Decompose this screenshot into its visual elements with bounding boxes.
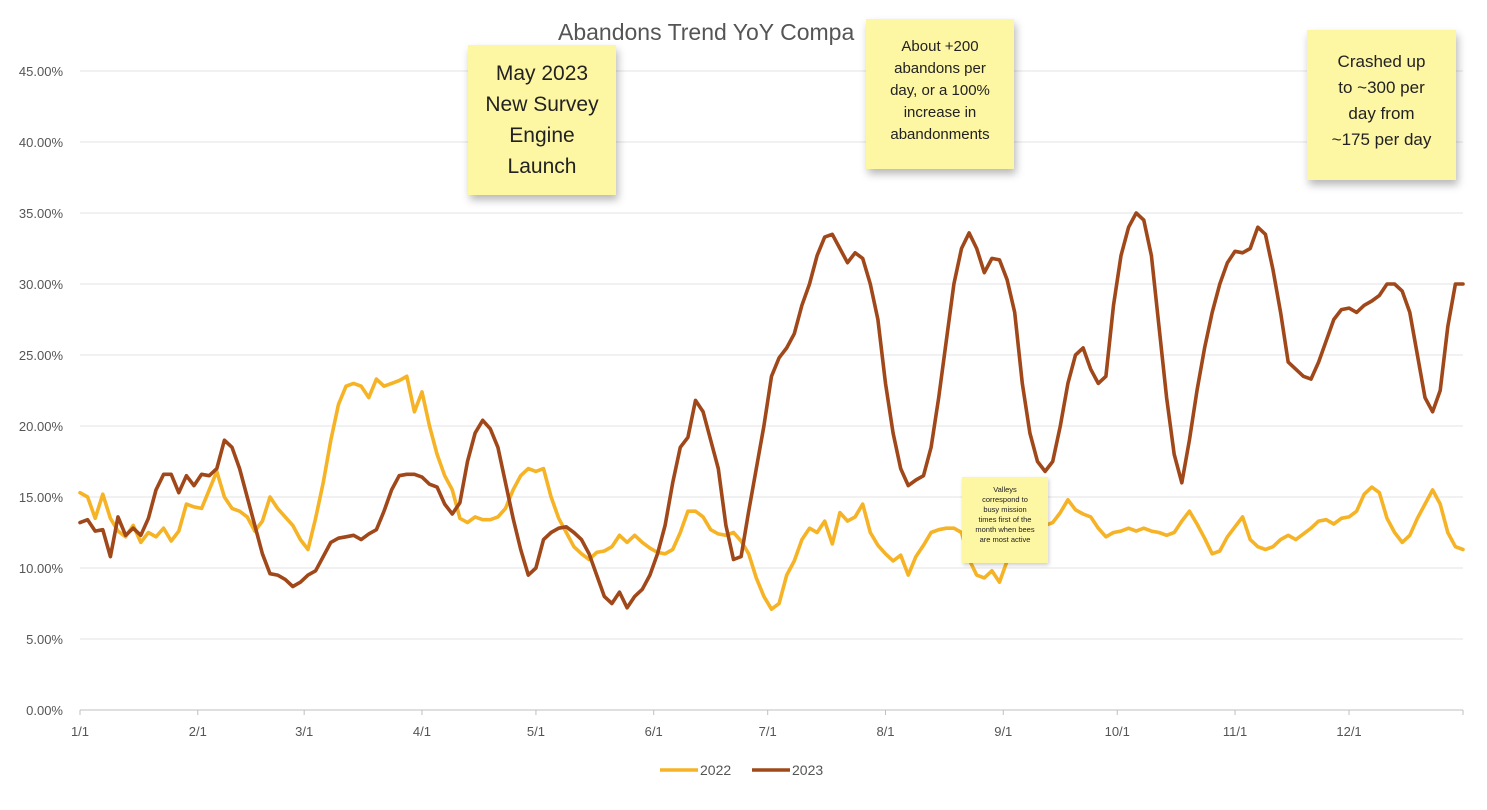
x-tick-label: 3/1 [295, 724, 313, 739]
x-tick-label: 12/1 [1336, 724, 1361, 739]
x-tick-label: 9/1 [994, 724, 1012, 739]
x-tick-label: 2/1 [189, 724, 207, 739]
series-line-2022 [78, 374, 1465, 611]
annotation-note-valleys: Valleys correspond to busy mission times… [962, 477, 1048, 563]
x-tick-label: 5/1 [527, 724, 545, 739]
x-tick-label: 7/1 [759, 724, 777, 739]
x-tick-label: 11/1 [1223, 724, 1247, 739]
legend: 2022 2023 [660, 762, 823, 778]
y-tick-label: 35.00% [19, 206, 64, 221]
y-tick-label: 20.00% [19, 419, 64, 434]
chart-title: Abandons Trend YoY Compa [558, 19, 854, 45]
x-tick-label: 10/1 [1105, 724, 1130, 739]
x-tick-label: 6/1 [645, 724, 663, 739]
annotation-text: About +200 abandons per day, or a 100% i… [890, 38, 990, 143]
annotation-text: Valleys correspond to busy mission times… [975, 485, 1035, 544]
annotation-note-crash: Crashed up to ~300 per day from ~175 per… [1307, 30, 1456, 180]
y-tick-label: 40.00% [19, 135, 64, 150]
y-tick-label: 25.00% [19, 348, 64, 363]
x-tick-label: 4/1 [413, 724, 431, 739]
y-tick-label: 45.00% [19, 64, 64, 79]
y-tick-label: 15.00% [19, 490, 64, 505]
y-tick-label: 5.00% [26, 632, 63, 647]
y-tick-label: 0.00% [26, 703, 63, 718]
x-tick-label: 8/1 [876, 724, 894, 739]
series-line-2023 [78, 211, 1465, 610]
annotation-text: May 2023 New Survey Engine Launch [485, 62, 599, 178]
x-axis: 1/1 2/1 3/1 4/1 5/1 6/1 7/1 8/1 9/1 10/1 11/1 12/1 [71, 710, 1464, 739]
annotation-note-increase: About +200 abandons per day, or a 100% i… [866, 19, 1014, 169]
annotation-note-launch: May 2023 New Survey Engine Launch [468, 45, 616, 195]
annotation-text: Crashed up to ~300 per day from ~175 per… [1331, 52, 1432, 149]
legend-label-2023: 2023 [792, 762, 823, 778]
y-tick-label: 10.00% [19, 561, 64, 576]
series-lines [78, 211, 1465, 611]
y-tick-label: 30.00% [19, 277, 64, 292]
gridlines [80, 70, 1463, 711]
x-tick-label: 1/1 [71, 724, 89, 739]
legend-label-2022: 2022 [700, 762, 731, 778]
y-axis-ticks: 0.00% 5.00% 10.00% 15.00% 20.00% 25.00% 30.00%… [19, 64, 64, 718]
